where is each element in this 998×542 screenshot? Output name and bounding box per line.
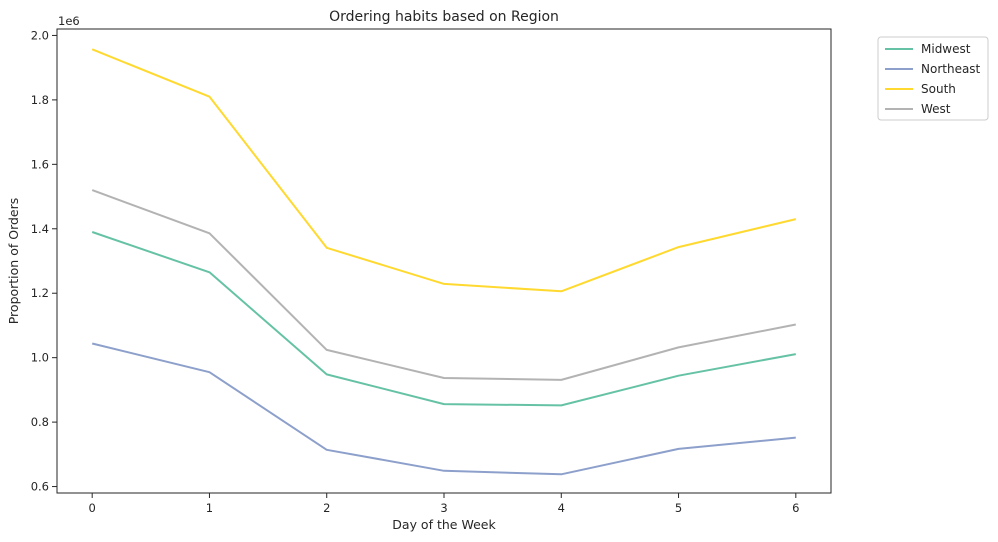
legend-label-midwest: Midwest <box>921 42 971 56</box>
legend-label-west: West <box>921 102 951 116</box>
series-line-south <box>91 48 797 293</box>
series-line-west <box>91 189 796 381</box>
series-line-midwest <box>91 231 796 407</box>
series-line-northeast <box>91 342 796 476</box>
y-tick-label: 1.4 <box>31 222 49 236</box>
x-tick-label: 4 <box>558 501 565 515</box>
legend: Midwest Northeast South West <box>877 36 989 121</box>
y-tick-label: 2.0 <box>31 28 49 42</box>
x-tick-label: 6 <box>792 501 799 515</box>
y-tick-label: 1.8 <box>31 93 49 107</box>
x-tick-label: 1 <box>206 501 213 515</box>
y-tick-label: 1.2 <box>31 286 49 300</box>
y-tick-label: 1.6 <box>31 157 49 171</box>
chart-title: Ordering habits based on Region <box>329 9 559 25</box>
x-tick-label: 5 <box>675 501 682 515</box>
y-tick-label: 0.6 <box>31 480 49 494</box>
y-tick-label: 1.0 <box>31 351 49 365</box>
x-axis-label: Day of the Week <box>392 517 496 532</box>
y-tick-label: 0.8 <box>31 415 49 429</box>
x-tick-label: 3 <box>440 501 447 515</box>
x-tick-label: 0 <box>89 501 96 515</box>
plot-area: 0 1 2 3 4 5 6 0.6 0.8 1.0 1.2 1.4 1.6 1.8 2.0 <box>31 28 832 515</box>
x-tick-label: 2 <box>323 501 330 515</box>
legend-box <box>877 36 989 121</box>
legend-label-northeast: Northeast <box>921 62 981 76</box>
y-axis-offset-label: 1e6 <box>58 14 80 28</box>
y-axis-label: Proportion of Orders <box>6 198 21 325</box>
legend-label-south: South <box>921 82 956 96</box>
